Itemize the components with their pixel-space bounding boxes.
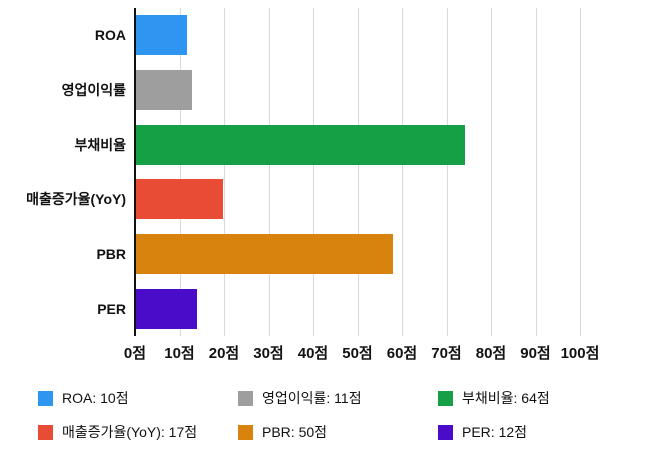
- bar-row: 매출증가율(YoY): [0, 172, 650, 227]
- x-tick-label: 0점: [123, 345, 147, 362]
- x-tick-label: 30점: [253, 345, 284, 362]
- legend-swatch: [238, 424, 253, 440]
- legend-label: 영업이익률: 11점: [262, 390, 362, 406]
- gridline: [535, 8, 537, 336]
- gridline: [179, 8, 181, 336]
- bar: [135, 70, 192, 110]
- x-tick-label: 10점: [164, 345, 195, 362]
- legend-item: 영업이익률: 11점: [238, 388, 438, 408]
- y-axis-line: [134, 8, 136, 336]
- gridline: [446, 8, 448, 336]
- bar-row: PBR: [0, 227, 650, 282]
- legend-item: ROA: 10점: [38, 388, 238, 408]
- legend-swatch: [238, 390, 253, 406]
- bar: [135, 179, 223, 220]
- legend-label: ROA: 10점: [62, 390, 129, 406]
- gridline: [313, 8, 314, 336]
- gridline: [402, 8, 403, 336]
- legend-label: 부채비율: 64점: [462, 390, 550, 406]
- gridline: [268, 8, 270, 336]
- gridline: [224, 8, 225, 336]
- x-tick-label: 100점: [560, 345, 600, 362]
- bar-track: [135, 117, 650, 172]
- bar-row: ROA: [0, 8, 650, 63]
- bar-row: PER: [0, 281, 650, 336]
- legend-item: 매출증가율(YoY): 17점: [38, 422, 238, 442]
- legend-swatch: [38, 424, 53, 440]
- bar: [135, 288, 197, 329]
- gridline: [357, 8, 359, 336]
- x-tick-label: 40점: [297, 345, 329, 362]
- category-label: ROA: [94, 27, 126, 44]
- legend-swatch: [438, 424, 453, 440]
- x-tick-label: 20점: [208, 345, 240, 362]
- gridline: [491, 8, 492, 336]
- legend-swatch: [38, 390, 53, 406]
- legend-label: PBR: 50점: [262, 424, 328, 440]
- x-tick-label: 50점: [342, 345, 373, 362]
- category-label: 부채비율: [74, 136, 126, 153]
- bar-track: [135, 63, 650, 118]
- bar-track: [135, 281, 650, 336]
- bar-track: [135, 172, 650, 227]
- legend-item: 부채비율: 64점: [438, 388, 618, 408]
- bar-track: [135, 227, 650, 282]
- legend-label: 매출증가율(YoY): 17점: [62, 424, 198, 440]
- category-label: 영업이익률: [61, 82, 126, 98]
- x-tick-label: 70점: [431, 345, 462, 362]
- x-axis-ticks: 0점 10점 20점 30점 40점 50점 60점 70점 80점 90점 100점: [0, 342, 650, 364]
- bar-track: [135, 8, 650, 63]
- bar-row: 부채비율: [0, 117, 650, 172]
- x-tick-label: 80점: [475, 345, 507, 362]
- legend-item: PER: 12점: [438, 422, 618, 442]
- bar: [135, 234, 393, 275]
- category-label: PER: [97, 300, 126, 317]
- x-tick-label: 90점: [520, 345, 551, 362]
- legend-item: PBR: 50점: [238, 422, 438, 442]
- category-label: PBR: [96, 246, 126, 263]
- legend-swatch: [438, 390, 453, 406]
- legend-label: PER: 12점: [462, 424, 528, 440]
- x-tick-label: 60점: [386, 345, 418, 362]
- bar: [135, 15, 187, 56]
- bar-row: 영업이익률: [0, 63, 650, 118]
- category-label: 매출증가율(YoY): [26, 191, 126, 208]
- bar: [135, 124, 465, 165]
- gridline: [580, 8, 581, 336]
